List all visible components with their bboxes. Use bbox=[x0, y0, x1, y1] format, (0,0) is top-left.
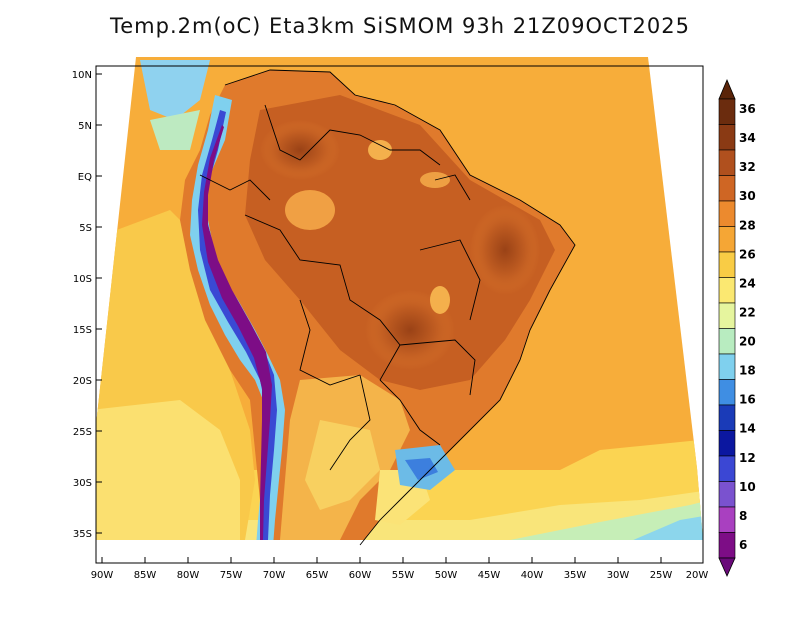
colorbar: 36 34 32 30 28 26 24 22 20 18 16 14 12 10 8 6 bbox=[718, 78, 756, 577]
colorbar-swatch bbox=[718, 506, 736, 533]
ocean-cool-band-3 bbox=[500, 500, 703, 540]
colorbar-swatch bbox=[718, 277, 736, 304]
country-borders bbox=[199, 69, 576, 546]
lat-tick-label: 20S bbox=[73, 376, 92, 387]
colorbar-bottom-arrow bbox=[718, 557, 736, 577]
colorbar-top-arrow bbox=[718, 78, 736, 100]
lon-tick-label: 30W bbox=[607, 570, 630, 581]
colorbar-label: 6 bbox=[739, 538, 747, 552]
hot-core-center bbox=[365, 290, 455, 370]
map-title: Temp.2m(oC) Eta3km SiSMOM 93h 21Z09OCT20… bbox=[110, 14, 690, 38]
colorbar-label: 10 bbox=[739, 480, 756, 494]
lat-tick-label: 10N bbox=[72, 70, 92, 81]
colorbar-label: 8 bbox=[739, 509, 747, 523]
cold-core-south-brazil bbox=[405, 458, 438, 480]
hot-core-ne bbox=[470, 205, 540, 295]
pampas-field bbox=[305, 420, 380, 510]
lon-axis: 90W 85W 80W 75W 70W 65W 60W 55W 50W 45W … bbox=[91, 557, 709, 581]
pacific-southern-band bbox=[96, 400, 240, 540]
amazon-patch-1 bbox=[285, 190, 335, 230]
colorbar-label: 30 bbox=[739, 189, 756, 203]
colorbar-swatch bbox=[718, 302, 736, 329]
lat-tick-label: 5N bbox=[78, 121, 92, 132]
lon-tick-label: 65W bbox=[306, 570, 329, 581]
colorbar-label: 14 bbox=[739, 422, 756, 436]
hot-core-north bbox=[260, 120, 340, 180]
amazon-patch-2 bbox=[368, 140, 392, 160]
colorbar-label: 24 bbox=[739, 276, 756, 290]
ocean-cool-band-2 bbox=[96, 490, 703, 540]
lon-tick-label: 90W bbox=[91, 570, 114, 581]
lat-tick-label: 10S bbox=[73, 274, 92, 285]
colorbar-label: 20 bbox=[739, 335, 756, 349]
lat-tick-label: EQ bbox=[78, 172, 92, 183]
map-field bbox=[96, 57, 703, 540]
lat-tick-label: 30S bbox=[73, 478, 92, 489]
caribbean-cool bbox=[140, 60, 210, 120]
colorbar-swatch bbox=[718, 532, 736, 559]
colorbar-label: 18 bbox=[739, 364, 756, 378]
lon-tick-label: 70W bbox=[263, 570, 286, 581]
amazon-patch-3 bbox=[430, 286, 450, 314]
ocean-cool-band-4 bbox=[600, 515, 703, 540]
lon-tick-label: 25W bbox=[650, 570, 673, 581]
lon-tick-label: 60W bbox=[349, 570, 372, 581]
colorbar-label: 12 bbox=[739, 451, 756, 465]
colorbar-swatch bbox=[718, 379, 736, 406]
central-america-cool bbox=[150, 110, 200, 150]
lat-tick-label: 5S bbox=[79, 223, 92, 234]
andes-coldest bbox=[202, 125, 272, 540]
colorbar-swatch bbox=[718, 455, 736, 482]
colorbar-swatch bbox=[718, 226, 736, 253]
lat-axis: 10N 5N EQ 5S 10S 15S 20S 25S 30S 35S bbox=[72, 70, 102, 540]
lon-tick-label: 50W bbox=[435, 570, 458, 581]
colorbar-label: 16 bbox=[739, 393, 756, 407]
colorbar-swatch bbox=[718, 353, 736, 380]
colorbar-swatch bbox=[718, 481, 736, 508]
lon-tick-label: 75W bbox=[220, 570, 243, 581]
lat-tick-label: 15S bbox=[73, 325, 92, 336]
colorbar-swatch bbox=[718, 124, 736, 151]
lon-tick-label: 20W bbox=[686, 570, 709, 581]
colorbar-label: 22 bbox=[739, 305, 756, 319]
lon-tick-label: 40W bbox=[521, 570, 544, 581]
colorbar-swatch bbox=[718, 175, 736, 202]
lat-tick-label: 35S bbox=[73, 529, 92, 540]
colorbar-label: 28 bbox=[739, 218, 756, 232]
lon-tick-label: 80W bbox=[177, 570, 200, 581]
colorbar-label: 32 bbox=[739, 160, 756, 174]
lon-tick-label: 55W bbox=[392, 570, 415, 581]
colorbar-swatch bbox=[718, 251, 736, 278]
colorbar-label: 34 bbox=[739, 131, 756, 145]
colorbar-swatch bbox=[718, 98, 736, 125]
colorbar-label: 36 bbox=[739, 102, 756, 116]
colorbar-swatch bbox=[718, 404, 736, 431]
lon-tick-label: 85W bbox=[134, 570, 157, 581]
colorbar-swatch bbox=[718, 430, 736, 457]
colorbar-swatch bbox=[718, 149, 736, 176]
lon-tick-label: 35W bbox=[564, 570, 587, 581]
lon-tick-label: 45W bbox=[478, 570, 501, 581]
colorbar-swatch bbox=[718, 200, 736, 227]
lat-tick-label: 25S bbox=[73, 427, 92, 438]
colorbar-label: 26 bbox=[739, 247, 756, 261]
plot-border bbox=[95, 65, 704, 564]
colorbar-swatch bbox=[718, 328, 736, 355]
